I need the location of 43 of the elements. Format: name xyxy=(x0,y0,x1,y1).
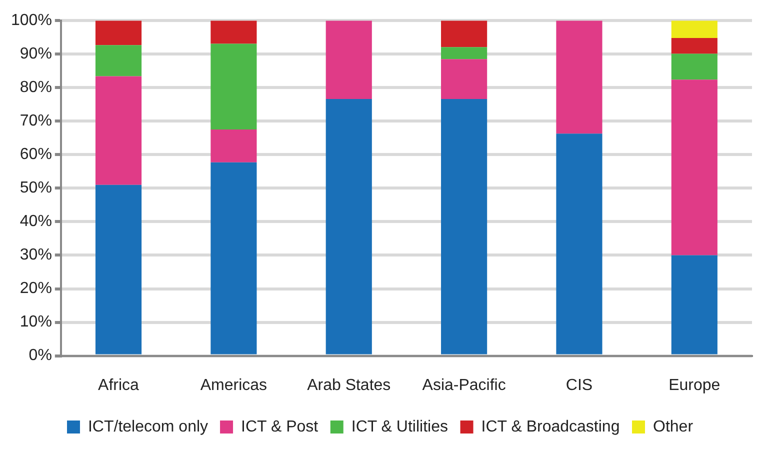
bar xyxy=(441,59,488,100)
bar xyxy=(326,99,372,354)
x-tick-label: Europe xyxy=(668,376,720,394)
bar xyxy=(210,130,257,162)
y-tick-label: 40% xyxy=(20,213,52,230)
y-tick-label: 0% xyxy=(28,347,52,364)
legend-label: ICT & Broadcasting xyxy=(481,418,620,436)
bar xyxy=(441,47,488,60)
legend-label: ICT/telecom only xyxy=(88,418,208,436)
bar xyxy=(441,20,488,48)
y-tick-label: 80% xyxy=(20,79,52,96)
bar xyxy=(95,20,142,46)
y-tick-label: 30% xyxy=(20,246,52,264)
bar xyxy=(556,20,602,134)
x-tick-label: Africa xyxy=(98,376,140,394)
bar xyxy=(210,20,257,44)
y-tick-label: 100% xyxy=(11,12,52,30)
bar xyxy=(671,20,718,38)
y-tick-label: 50% xyxy=(20,180,52,197)
y-tick-label: 10% xyxy=(20,314,52,331)
legend-label: ICT & Post xyxy=(241,418,319,436)
x-tick-label: Arab States xyxy=(307,376,391,394)
x-tick-label: CIS xyxy=(566,376,593,394)
bar xyxy=(210,44,257,130)
bar xyxy=(326,20,372,100)
bar xyxy=(95,184,142,354)
bar xyxy=(671,38,718,54)
y-tick-label: 90% xyxy=(20,46,52,63)
bar xyxy=(441,99,488,354)
bar xyxy=(671,80,718,256)
y-tick-label: 20% xyxy=(20,280,52,298)
x-tick-label: Americas xyxy=(200,376,268,394)
bar xyxy=(210,162,257,354)
bar xyxy=(95,76,142,185)
legend-label: Other xyxy=(653,418,694,436)
legend-label: ICT & Utilities xyxy=(351,418,448,436)
y-tick-label: 70% xyxy=(20,112,52,130)
bar xyxy=(556,134,602,354)
y-tick-label: 60% xyxy=(20,146,52,164)
bar xyxy=(95,45,142,76)
x-tick-label: Asia-Pacific xyxy=(422,376,506,394)
bar xyxy=(671,255,718,354)
bar xyxy=(671,54,718,80)
